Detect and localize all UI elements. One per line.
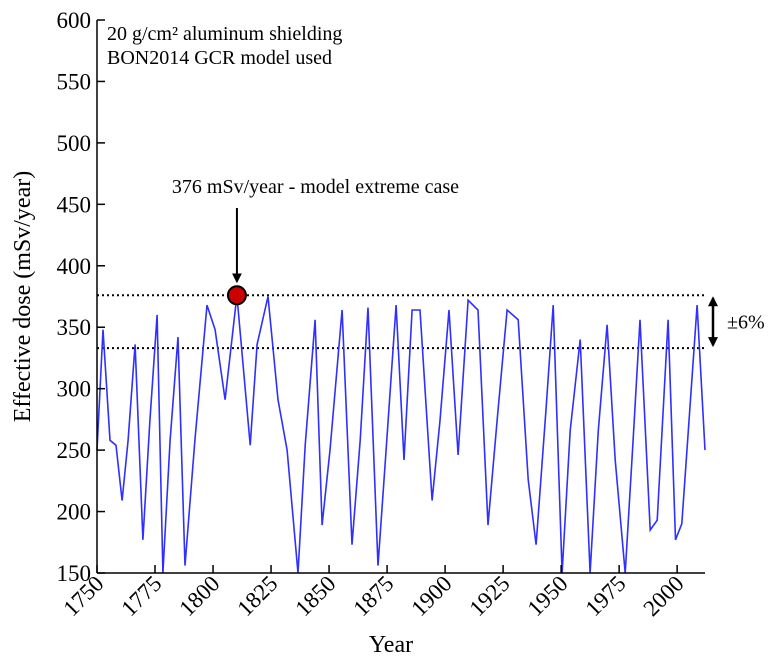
x-axis-label: Year xyxy=(369,632,413,658)
x-tick-label: 1950 xyxy=(522,571,572,621)
extreme-marker xyxy=(226,285,247,306)
callout-label: 376 mSv/year - model extreme case xyxy=(172,176,459,198)
band-label: ±6% xyxy=(727,312,765,334)
x-tick-label: 2000 xyxy=(638,571,688,621)
y-tick-label: 200 xyxy=(57,500,92,525)
y-tick-label: 550 xyxy=(57,69,92,94)
x-tick-label: 1825 xyxy=(232,571,282,621)
y-tick-label: 450 xyxy=(57,192,92,217)
y-tick-label: 300 xyxy=(57,377,92,402)
y-tick-label: 250 xyxy=(57,438,92,463)
annotation: BON2014 GCR model used xyxy=(107,47,332,69)
x-tick-label: 1925 xyxy=(464,571,514,621)
annotation: 20 g/cm² aluminum shielding xyxy=(107,23,342,45)
x-tick-label: 1850 xyxy=(290,571,340,621)
x-tick-label: 1975 xyxy=(580,571,630,621)
y-tick-label: 500 xyxy=(57,131,92,156)
y-tick-label: 150 xyxy=(57,561,92,586)
x-tick-label: 1775 xyxy=(116,571,166,621)
x-tick-label: 1800 xyxy=(174,571,224,621)
y-tick-label: 400 xyxy=(57,254,92,279)
y-tick-label: 350 xyxy=(57,315,92,340)
y-axis-label: Effective dose (mSv/year) xyxy=(10,171,36,422)
y-tick-label: 600 xyxy=(57,8,92,33)
data-line xyxy=(96,295,706,574)
x-tick-label: 1875 xyxy=(348,571,398,621)
x-tick-label: 1900 xyxy=(406,571,456,621)
